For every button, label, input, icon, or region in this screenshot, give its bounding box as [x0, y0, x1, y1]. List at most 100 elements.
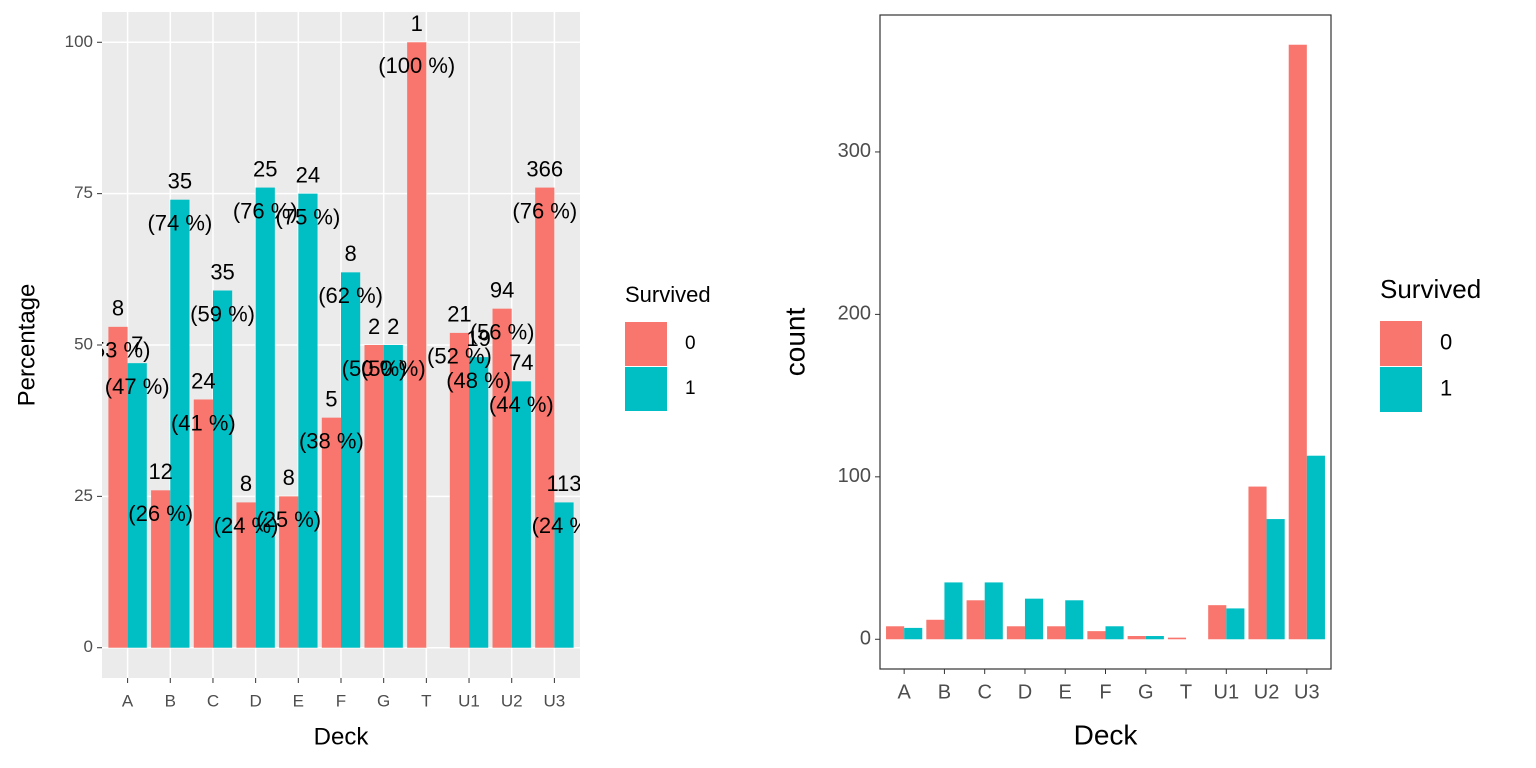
bar	[1105, 626, 1124, 640]
count-label: 35	[168, 169, 192, 194]
percent-label: (100 %)	[378, 53, 455, 78]
bar	[1127, 636, 1146, 640]
bar	[383, 345, 403, 648]
count-label: 8	[112, 296, 124, 321]
bar	[341, 272, 361, 648]
x-tick-label: E	[293, 691, 304, 710]
count-label: 8	[240, 471, 252, 496]
bar	[1006, 626, 1025, 640]
x-tick-label: U2	[501, 691, 523, 710]
y-tick-label: 25	[74, 486, 93, 505]
count-label: 74	[509, 350, 533, 375]
bar	[212, 290, 233, 648]
percent-label: (24 %)	[532, 513, 597, 538]
percent-label: (38 %)	[299, 428, 364, 453]
x-tick-label: A	[122, 691, 134, 710]
legend-key	[1380, 321, 1422, 366]
percent-label: (76 %)	[512, 198, 577, 223]
bar	[449, 332, 470, 648]
count-label: 24	[191, 368, 215, 393]
percent-label: (76 %)	[233, 198, 298, 223]
bar	[279, 496, 299, 648]
percent-label: (52 %)	[427, 344, 492, 369]
bar	[469, 357, 489, 648]
bar	[108, 326, 128, 648]
bar	[886, 626, 905, 640]
bar	[255, 187, 275, 648]
percent-label: (48 %)	[446, 368, 511, 393]
data-labels: 8(53 %)12(26 %)24(41 %)8(24 %)8(25 %)5(3…	[86, 12, 597, 538]
y-tick-label: 200	[838, 303, 871, 325]
bar	[944, 582, 963, 640]
bar	[554, 502, 574, 648]
percent-label: (25 %)	[256, 507, 321, 532]
bar	[535, 187, 555, 648]
bar	[364, 345, 384, 648]
legend-key	[625, 367, 667, 411]
bar	[1145, 636, 1164, 640]
legend-label: 1	[685, 378, 696, 399]
x-tick-label: C	[207, 691, 219, 710]
panel-border	[879, 14, 1332, 670]
legend-label: 1	[1440, 375, 1452, 400]
legend-label: 0	[685, 333, 696, 354]
percent-label: (53 %)	[86, 338, 151, 363]
bar	[1208, 605, 1227, 640]
bar	[1266, 519, 1285, 640]
bar	[127, 363, 147, 648]
count-label: 8	[344, 241, 356, 266]
count-label: 2	[387, 314, 399, 339]
bar	[236, 502, 256, 648]
bar	[966, 600, 985, 640]
x-tick-label: U1	[1214, 681, 1240, 703]
y-axis-title: Percentage	[13, 284, 40, 407]
count-label: 113	[546, 471, 581, 496]
x-tick-label: F	[1099, 681, 1111, 703]
count-label: 35	[210, 259, 234, 284]
bar	[984, 582, 1003, 640]
legend-label: 0	[1440, 329, 1452, 354]
bar	[1167, 637, 1187, 640]
bar	[492, 308, 512, 648]
y-tick-label: 75	[74, 183, 93, 202]
bar	[321, 417, 341, 648]
x-tick-label: U1	[458, 691, 480, 710]
y-tick-label: 0	[860, 628, 871, 650]
x-tick-label: F	[336, 691, 346, 710]
count-label: 19	[466, 326, 490, 351]
bar	[407, 42, 427, 648]
bar	[1024, 598, 1044, 640]
legend-key	[1380, 367, 1422, 412]
x-tick-label: T	[421, 691, 431, 710]
percent-label: (50 %)	[342, 356, 407, 381]
y-axis-title: count	[779, 308, 810, 377]
bar	[298, 193, 318, 648]
bar	[1087, 631, 1106, 640]
bar	[904, 627, 923, 640]
count-label: 366	[526, 156, 563, 181]
count-label: 25	[253, 156, 277, 181]
count-label: 2	[368, 314, 380, 339]
x-axis-title: Deck	[1074, 719, 1139, 750]
x-tick-label: T	[1180, 681, 1192, 703]
bar	[151, 490, 171, 648]
count-label: 8	[283, 465, 295, 490]
legend-title: Survived	[1380, 274, 1481, 304]
x-tick-label: G	[377, 691, 390, 710]
y-tick-label: 300	[838, 140, 871, 162]
percent-label: (50 %)	[361, 356, 426, 381]
x-tick-label: E	[1059, 681, 1072, 703]
percent-label: (59 %)	[190, 301, 255, 326]
bar	[511, 381, 531, 648]
count-label: 12	[148, 459, 172, 484]
bar	[1226, 608, 1245, 640]
count-label: 5	[325, 386, 337, 411]
bar	[926, 619, 945, 640]
count-label: 21	[447, 302, 471, 327]
count-label: 7	[131, 332, 143, 357]
percent-label: (41 %)	[171, 410, 236, 435]
percent-label: (74 %)	[147, 211, 212, 236]
bar	[1047, 626, 1066, 640]
percent-label: (24 %)	[214, 513, 279, 538]
